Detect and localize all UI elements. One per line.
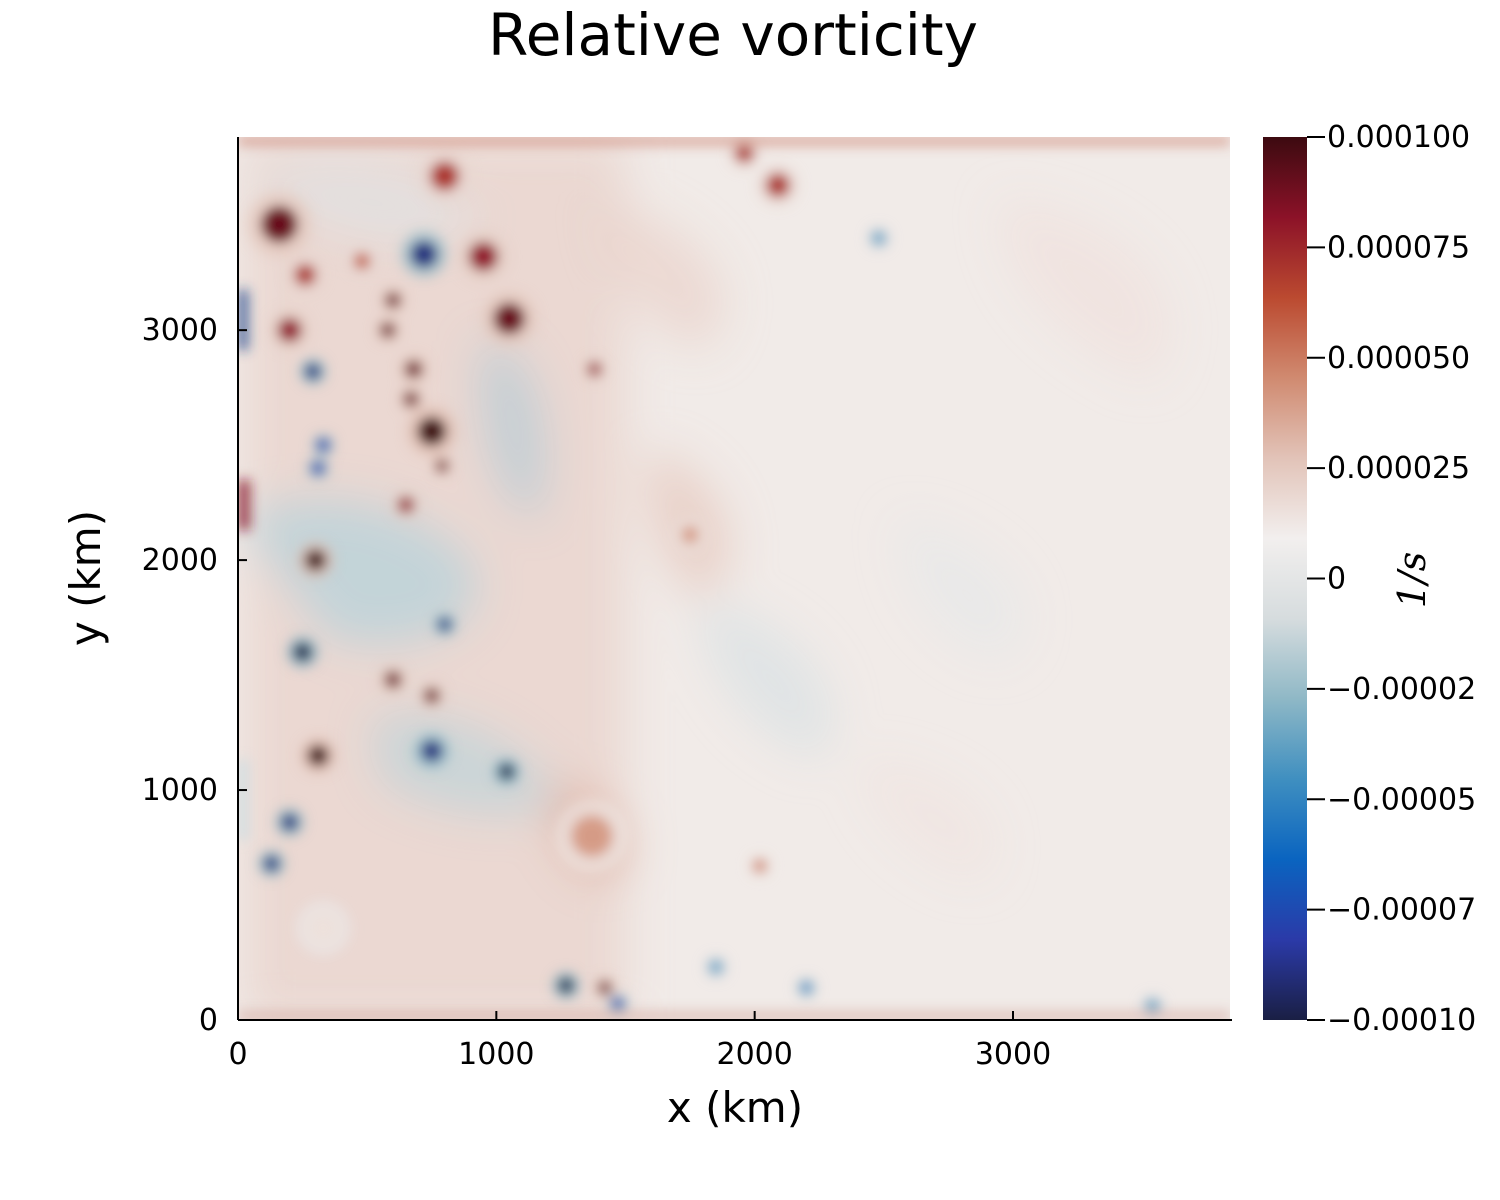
eddy <box>278 318 302 342</box>
eddy <box>424 688 439 704</box>
colorbar-gradient <box>1263 137 1307 1020</box>
eddy <box>281 813 298 831</box>
eddy <box>385 671 401 688</box>
y-axis-label: y (km) <box>61 510 110 646</box>
eddy <box>263 855 280 872</box>
colorbar-ticks: 0.000100 0.000075 0.000050 0.000025 0 −0.0000… <box>1307 120 1476 1038</box>
eddy <box>305 363 321 380</box>
eddy <box>598 981 612 995</box>
eddy <box>493 303 525 335</box>
eddy <box>588 362 601 376</box>
boundary-currents <box>238 137 1230 1020</box>
eddy <box>766 173 790 197</box>
eddy <box>438 618 452 631</box>
eddy <box>311 461 325 475</box>
eddy <box>872 231 886 245</box>
eddy <box>571 815 613 857</box>
plot-area <box>238 137 1230 1020</box>
colorbar-tick-label: −0.00010 <box>1327 1003 1476 1038</box>
eddy <box>294 264 316 286</box>
eddy <box>709 960 723 974</box>
eddy <box>430 161 459 191</box>
eddy <box>398 497 414 513</box>
eddy <box>735 144 754 163</box>
eddy <box>354 253 370 269</box>
eddy <box>800 981 813 994</box>
colorbar-tick-label: 0.000050 <box>1327 341 1470 376</box>
eddy <box>380 322 396 338</box>
eddy <box>611 997 624 1010</box>
colorbar: 0.000100 0.000075 0.000050 0.000025 0 −0.0000… <box>1263 120 1476 1038</box>
colorbar-tick-label: 0.000025 <box>1327 451 1470 486</box>
eddy <box>469 242 498 271</box>
x-tick-label: 2000 <box>716 1037 792 1072</box>
eddy <box>305 549 326 571</box>
colorbar-tick-label: 0.000100 <box>1327 120 1470 155</box>
eddy <box>307 912 339 944</box>
eddy <box>558 977 574 994</box>
eddy <box>385 293 401 308</box>
x-tick-label: 0 <box>228 1037 247 1072</box>
eddy <box>261 206 298 243</box>
eddy <box>293 643 312 662</box>
eddy <box>403 391 419 407</box>
x-tick-label: 1000 <box>458 1037 534 1072</box>
x-tick-label: 3000 <box>975 1037 1051 1072</box>
eddy <box>405 360 422 378</box>
eddy <box>436 459 449 472</box>
eddy <box>1146 999 1159 1013</box>
eddy <box>417 417 446 446</box>
chart-title: Relative vorticity <box>488 1 978 69</box>
colorbar-tick-label: −0.00005 <box>1327 782 1476 817</box>
y-ticks: 0 1000 2000 3000 <box>142 313 247 1038</box>
eddy <box>753 859 767 873</box>
x-ticks: 0 1000 2000 3000 <box>228 1011 1051 1072</box>
colorbar-tick-label: −0.00002 <box>1327 672 1476 707</box>
y-tick-label: 1000 <box>142 773 218 808</box>
colorbar-tick-label: 0.000075 <box>1327 230 1470 265</box>
x-axis-label: x (km) <box>667 1083 803 1132</box>
eddy <box>681 525 700 544</box>
colorbar-label: 1/s <box>1390 552 1434 608</box>
y-tick-label: 2000 <box>142 543 218 578</box>
colorbar-tick-label: −0.00007 <box>1327 893 1476 928</box>
eddy <box>421 740 443 762</box>
y-tick-label: 3000 <box>142 313 218 348</box>
eddy <box>411 241 437 268</box>
eddy <box>316 438 330 452</box>
vortex-eddies <box>246 137 1165 1018</box>
y-tick-label: 0 <box>199 1003 218 1038</box>
eddy <box>498 763 515 780</box>
eddy <box>307 745 329 766</box>
axes: 0 1000 2000 3000 0 1000 2000 3000 <box>142 137 1232 1072</box>
colorbar-tick-label: 0 <box>1327 562 1346 597</box>
